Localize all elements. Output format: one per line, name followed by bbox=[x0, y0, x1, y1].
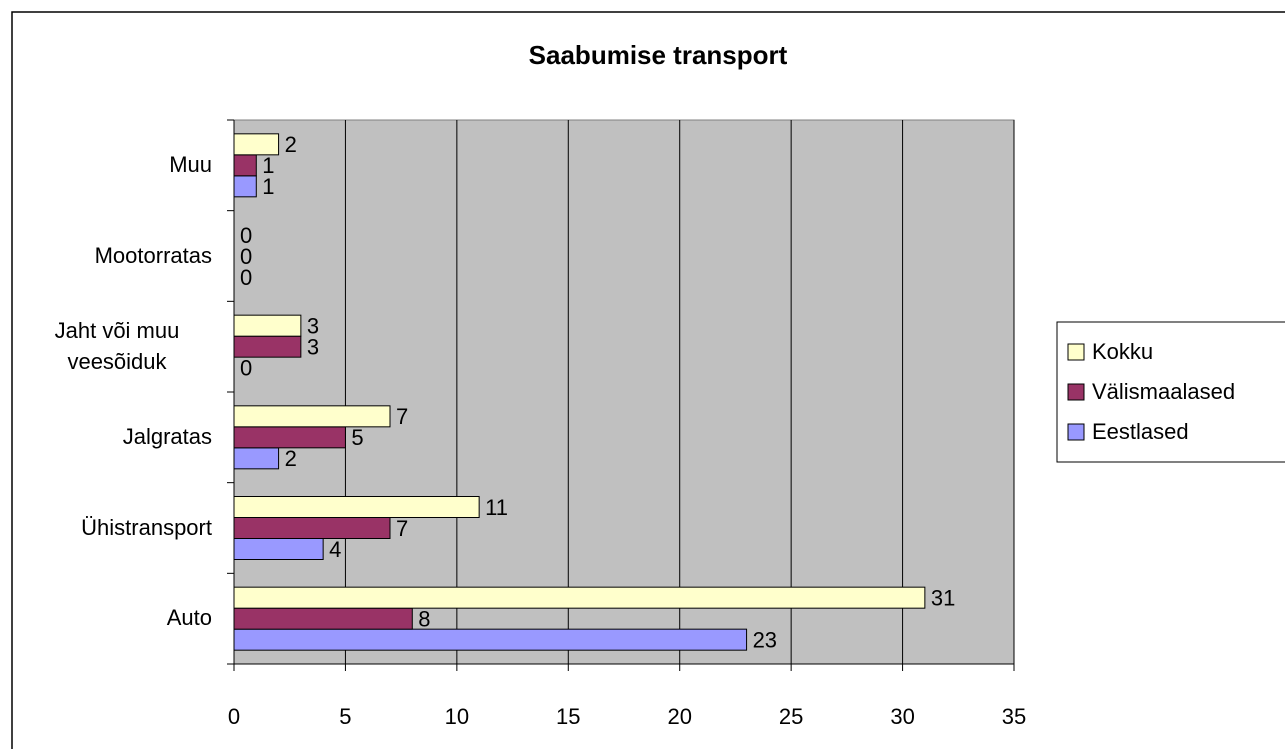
data-label: 4 bbox=[329, 537, 341, 562]
bar bbox=[233, 314, 302, 337]
bar bbox=[233, 538, 324, 560]
bar bbox=[233, 517, 391, 539]
bar bbox=[233, 335, 302, 358]
x-tick-label: 25 bbox=[779, 704, 803, 729]
bar bbox=[233, 133, 280, 156]
y-tick-label-wrap: Auto bbox=[12, 574, 212, 664]
data-label: 11 bbox=[485, 495, 508, 520]
data-label: 2 bbox=[285, 132, 297, 157]
bar bbox=[233, 628, 748, 651]
y-tick-label-wrap: Muu bbox=[12, 120, 212, 210]
y-tick-label: Jaht või muu veesõiduk bbox=[54, 317, 180, 374]
legend-label: Eestlased bbox=[1092, 419, 1189, 444]
data-label: 0 bbox=[240, 223, 252, 248]
bar bbox=[233, 175, 257, 198]
category-label-box: Jalgratas bbox=[12, 392, 212, 482]
x-tick-label: 15 bbox=[556, 704, 580, 729]
data-label: 7 bbox=[396, 516, 408, 541]
bar bbox=[233, 607, 413, 630]
legend-swatch bbox=[1067, 343, 1085, 361]
data-label: 8 bbox=[418, 606, 430, 631]
data-label: 3 bbox=[307, 334, 319, 359]
legend-box bbox=[1056, 321, 1285, 463]
x-tick-label: 5 bbox=[339, 704, 351, 729]
data-label: 7 bbox=[396, 404, 408, 429]
data-label: 1 bbox=[262, 174, 274, 199]
bar bbox=[233, 447, 280, 470]
data-label: 5 bbox=[351, 425, 363, 450]
data-label: 0 bbox=[240, 355, 252, 380]
chart-title: Saabumise transport bbox=[529, 40, 788, 70]
category-label-box: Ühistransport bbox=[12, 483, 212, 573]
bar bbox=[233, 496, 480, 518]
legend-swatch bbox=[1067, 383, 1085, 401]
data-label: 31 bbox=[931, 585, 955, 610]
category-label-box: Muu bbox=[12, 120, 212, 210]
data-label: 2 bbox=[285, 446, 297, 471]
bar bbox=[233, 405, 391, 428]
bar bbox=[233, 154, 257, 177]
y-tick-label: Mootorratas bbox=[94, 242, 212, 268]
plot-area bbox=[233, 119, 1015, 665]
category-label-box: Mootorratas bbox=[12, 211, 212, 301]
y-tick-label: Muu bbox=[169, 151, 212, 177]
y-tick-label-wrap: Jalgratas bbox=[12, 392, 212, 482]
y-tick-label: Jalgratas bbox=[122, 423, 212, 449]
x-tick-label: 20 bbox=[667, 704, 691, 729]
y-tick-label: Ühistransport bbox=[81, 514, 212, 540]
y-tick-label: Auto bbox=[166, 605, 212, 631]
data-label: 1 bbox=[262, 153, 274, 178]
y-tick-label-wrap: Ühistransport bbox=[12, 483, 212, 573]
y-tick-label-wrap: Mootorratas bbox=[12, 211, 212, 301]
x-tick-label: 10 bbox=[445, 704, 469, 729]
x-tick-label: 0 bbox=[228, 704, 240, 729]
x-tick-label: 35 bbox=[1002, 704, 1026, 729]
legend-swatch bbox=[1067, 423, 1085, 441]
y-tick-label-wrap: Jaht või muu veesõiduk bbox=[12, 302, 212, 392]
legend-label: Välismaalased bbox=[1092, 379, 1235, 404]
data-label: 23 bbox=[753, 627, 777, 652]
data-label: 0 bbox=[240, 244, 252, 269]
category-label-box: Jaht või muu veesõiduk bbox=[12, 302, 212, 392]
bar bbox=[233, 426, 346, 449]
bar bbox=[233, 586, 926, 609]
data-label: 0 bbox=[240, 265, 252, 290]
data-label: 3 bbox=[307, 313, 319, 338]
x-tick-label: 30 bbox=[890, 704, 914, 729]
category-label-box: Auto bbox=[12, 574, 212, 664]
legend-label: Kokku bbox=[1092, 339, 1153, 364]
